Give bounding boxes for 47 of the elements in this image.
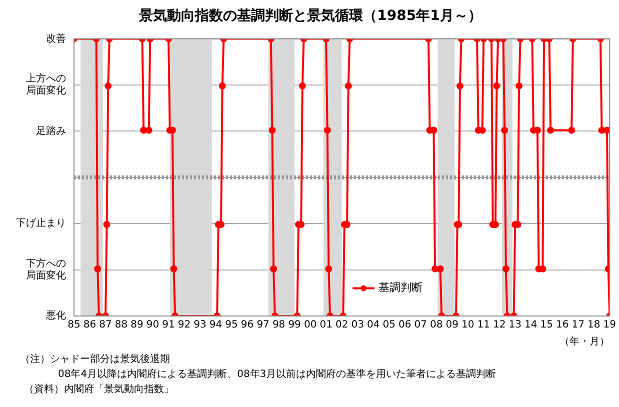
x-tick-label: 96 [240,320,254,331]
x-tick-label: 07 [414,320,427,331]
x-tick-label: 99 [288,320,301,331]
x-tick-label: 19 [603,320,616,331]
text: 08年4月以降は内閣府による基調判断、08年3月以前は内閣府の基準を用いた筆者による基調判断 [57,368,498,382]
x-tick-label: 95 [225,320,238,331]
x-tick-label: 09 [446,320,458,331]
category-label: 悪化 [46,310,66,322]
x-tick-label: 02 [335,320,348,331]
x-tick-label: 06 [398,320,412,331]
x-tick-label: 17 [572,320,584,331]
category-label: 改善 [46,33,66,44]
x-tick-label: 10 [461,320,474,331]
x-tick-label: 91 [162,320,175,331]
x-tick-label: 04 [366,320,380,331]
x-tick-label: 90 [146,320,160,331]
x-tick-label: 93 [194,320,206,331]
x-tick-label: 00 [304,320,317,331]
legend-label: 基調判断 [378,281,423,294]
x-tick-label: 01 [320,320,332,331]
text: （資料）内閣府「景気動向指数」 [23,382,175,397]
x-tick-label: 94 [209,320,222,331]
x-tick-label: 18 [588,320,600,331]
category-label: 上方への局面変化 [26,74,66,97]
x-tick-label: 11 [477,320,490,331]
x-tick-label: 98 [272,320,286,331]
x-tick-label: 89 [130,320,144,331]
category-label: 足踏み [36,126,66,137]
x-tick-label: 14 [524,320,538,331]
x-tick-label: 88 [114,320,128,331]
category-label: 下方への局面変化 [26,258,66,282]
x-axis-title: （年・月） [560,336,610,348]
x-tick-label: 15 [540,320,553,331]
x-tick-label: 03 [351,320,364,331]
x-tick-label: 12 [492,320,506,331]
x-tick-label: 85 [68,320,80,331]
x-tick-label: 92 [178,320,191,331]
text: （注）シャドー部分は景気後退期 [19,352,171,367]
x-tick-label: 13 [508,320,522,331]
x-tick-label: 86 [83,320,96,331]
category-label: 下げ止まり [16,218,66,230]
chart-title: 景気動向指数の基調判断と景気循環（1985年1月～） [138,7,482,24]
x-tick-label: 08 [430,320,443,331]
x-tick-label: 87 [99,320,112,331]
x-tick-label: 97 [256,320,270,331]
x-tick-label: 05 [382,320,396,331]
x-tick-label: 16 [556,320,569,331]
